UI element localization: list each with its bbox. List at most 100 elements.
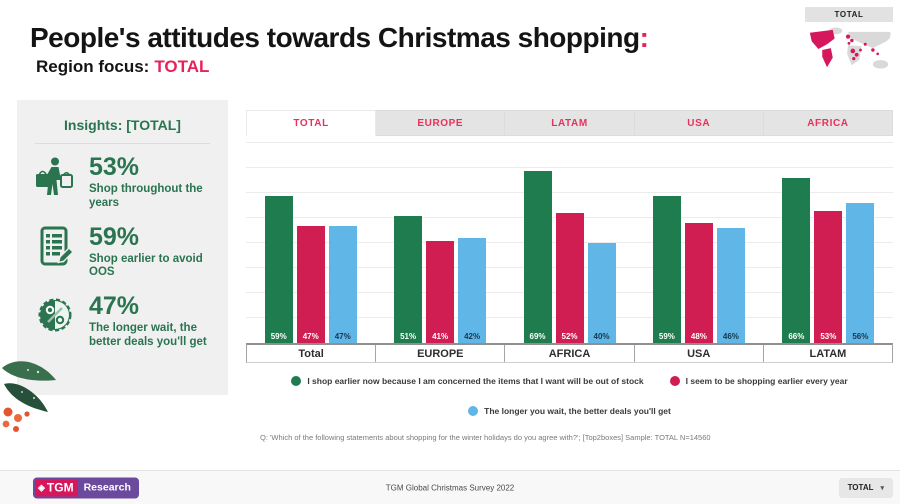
bar-europe-series3: 42% bbox=[458, 238, 487, 343]
bar-value-label: 46% bbox=[722, 332, 739, 341]
insight-value: 53% bbox=[89, 153, 140, 181]
tgm-research-logo: ◈ TGM Research bbox=[33, 477, 139, 498]
bar-value-label: 47% bbox=[302, 332, 319, 341]
tab-africa[interactable]: AFRICA bbox=[763, 110, 894, 136]
legend-item-series3: The longer you wait, the better deals yo… bbox=[468, 406, 671, 416]
bar-total-series2: 47% bbox=[296, 225, 325, 343]
legend-dot-icon bbox=[468, 406, 479, 416]
bar-value-label: 59% bbox=[270, 332, 287, 341]
tab-europe[interactable]: EUROPE bbox=[376, 110, 506, 136]
bar-value-label: 59% bbox=[658, 332, 675, 341]
bar-group-total: 59% 47% 47% bbox=[246, 143, 375, 343]
insights-divider bbox=[35, 143, 210, 144]
legend-item-series1: I shop earlier now because I am concerne… bbox=[291, 376, 644, 386]
legend-item-series2: I seem to be shopping earlier every year bbox=[669, 376, 848, 386]
tab-usa[interactable]: USA bbox=[634, 110, 764, 136]
insight-body: 59% Shop earlier to avoid OOS bbox=[89, 222, 220, 281]
survey-title: TGM Global Christmas Survey 2022 bbox=[385, 483, 515, 492]
page-title-accent: : bbox=[639, 22, 649, 53]
bar-value-label: 53% bbox=[820, 332, 837, 341]
bar-usa-series3: 46% bbox=[716, 228, 745, 343]
page-title: People's attitudes towards Christmas sho… bbox=[30, 22, 649, 54]
insights-title: Insights: [TOTAL] bbox=[64, 117, 181, 133]
region-map-widget: TOTAL bbox=[805, 7, 893, 75]
diamond-icon: ◈ bbox=[38, 482, 45, 492]
legend-dot-icon bbox=[291, 376, 302, 386]
category-label-europe: EUROPE bbox=[376, 345, 506, 362]
bar-latam-series2: 53% bbox=[814, 210, 843, 343]
gridline-60 bbox=[246, 192, 893, 193]
bar-group-latam: 66% 53% 56% bbox=[764, 143, 893, 343]
discount-icon bbox=[38, 298, 72, 332]
shopper-icon bbox=[36, 157, 73, 195]
category-label-latam: LATAM bbox=[809, 347, 847, 360]
bar-latam-series3: 56% bbox=[846, 203, 875, 343]
legend-label: I seem to be shopping earlier every year bbox=[685, 376, 848, 386]
gridline-80 bbox=[246, 142, 893, 143]
bar-value-label: 51% bbox=[400, 332, 417, 341]
region-focus-value: TOTAL bbox=[154, 57, 210, 76]
bar-value-label: 47% bbox=[334, 332, 351, 341]
world-map-icon bbox=[809, 27, 891, 69]
bar-group-africa: 69% 52% 40% bbox=[505, 143, 634, 343]
logo-tgm-block: ◈ TGM bbox=[35, 479, 78, 496]
bar-total-series1: 59% bbox=[264, 195, 293, 343]
insight-item-shop-throughout: 53% Shop throughout the years bbox=[17, 148, 228, 218]
category-label-africa: AFRICA bbox=[505, 345, 635, 362]
region-focus-label: Region focus: bbox=[36, 57, 150, 76]
logo-research-text: Research bbox=[83, 481, 131, 494]
category-label-usa: USA bbox=[635, 345, 764, 362]
insight-text: Shop throughout the years bbox=[89, 183, 203, 209]
bar-africa-series2: 52% bbox=[555, 213, 584, 343]
insights-panel: Insights: [TOTAL] 53% Shop throughout th… bbox=[17, 100, 228, 395]
insight-text: Shop earlier to avoid OOS bbox=[89, 252, 203, 279]
bar-value-label: 40% bbox=[593, 332, 610, 341]
tab-total[interactable]: TOTAL bbox=[246, 110, 377, 136]
bar-group-europe: 51% 41% 42% bbox=[375, 143, 504, 343]
bar-value-label: 41% bbox=[432, 332, 449, 341]
region-select-dropdown[interactable]: TOTAL ▾ bbox=[838, 477, 893, 498]
bar-africa-series1: 69% bbox=[523, 170, 552, 343]
bar-africa-series3: 40% bbox=[587, 243, 616, 343]
footer-bar: ◈ TGM Research TGM Global Christmas Surve… bbox=[0, 470, 900, 504]
chevron-down-icon: ▾ bbox=[880, 484, 884, 492]
logo-tgm-text: TGM bbox=[46, 480, 74, 495]
bar-latam-series1: 66% bbox=[782, 178, 811, 343]
region-select-value: TOTAL bbox=[847, 483, 874, 492]
bar-value-label: 42% bbox=[464, 332, 481, 341]
region-map-label: TOTAL bbox=[805, 7, 893, 22]
bar-groups: 59% 47% 47% 51% 41% 42% 69% 52% 40% 59% 48% 46% 66% 5… bbox=[246, 143, 893, 343]
category-axis: Total EUROPE AFRICA USA LATAM bbox=[246, 343, 893, 363]
bar-value-label: 52% bbox=[561, 332, 578, 341]
survey-footnote: Q: 'Which of the following statements ab… bbox=[260, 433, 711, 442]
insight-body: 53% Shop throughout the years bbox=[89, 155, 220, 211]
tab-latam[interactable]: LATAM bbox=[505, 110, 635, 136]
chart-legend: I shop earlier now because I am concerne… bbox=[246, 376, 893, 416]
bar-usa-series2: 48% bbox=[684, 223, 713, 343]
bar-europe-series2: 41% bbox=[426, 240, 455, 343]
legend-label: The longer you wait, the better deals yo… bbox=[484, 406, 671, 416]
bar-total-series3: 47% bbox=[328, 225, 357, 343]
insight-value: 59% bbox=[89, 222, 140, 251]
bar-europe-series1: 51% bbox=[394, 215, 423, 343]
legend-dot-icon bbox=[669, 376, 680, 386]
chart-section: TOTAL EUROPE LATAM USA AFRICA 59% 47% 47% 51% 41… bbox=[246, 110, 894, 442]
category-label-total: Total bbox=[247, 345, 377, 362]
bar-chart: 59% 47% 47% 51% 41% 42% 69% 52% 40% 59% 48% 46% 66% 5… bbox=[246, 142, 893, 363]
region-focus-subtitle: Region focus: TOTAL bbox=[36, 57, 209, 77]
checklist-icon bbox=[40, 226, 74, 266]
bar-value-label: 56% bbox=[852, 332, 869, 341]
bar-value-label: 48% bbox=[690, 332, 707, 341]
insight-item-longer-wait: 47% The longer wait, the better deals yo… bbox=[17, 287, 228, 357]
bar-group-usa: 59% 48% 46% bbox=[634, 143, 763, 343]
legend-label: I shop earlier now because I am concerne… bbox=[307, 376, 644, 386]
gridline-70 bbox=[246, 167, 893, 168]
insight-item-shop-earlier: 59% Shop earlier to avoid OOS bbox=[17, 218, 228, 288]
plot-area: 59% 47% 47% 51% 41% 42% 69% 52% 40% 59% 48% 46% 66% 5… bbox=[246, 142, 893, 343]
page-title-text: People's attitudes towards Christmas sho… bbox=[30, 22, 640, 53]
insight-body: 47% The longer wait, the better deals yo… bbox=[89, 294, 220, 350]
bar-value-label: 66% bbox=[788, 332, 805, 341]
bar-usa-series1: 59% bbox=[652, 195, 681, 343]
insight-text: The longer wait, the better deals you'll… bbox=[89, 322, 207, 348]
insight-value: 47% bbox=[89, 292, 140, 321]
